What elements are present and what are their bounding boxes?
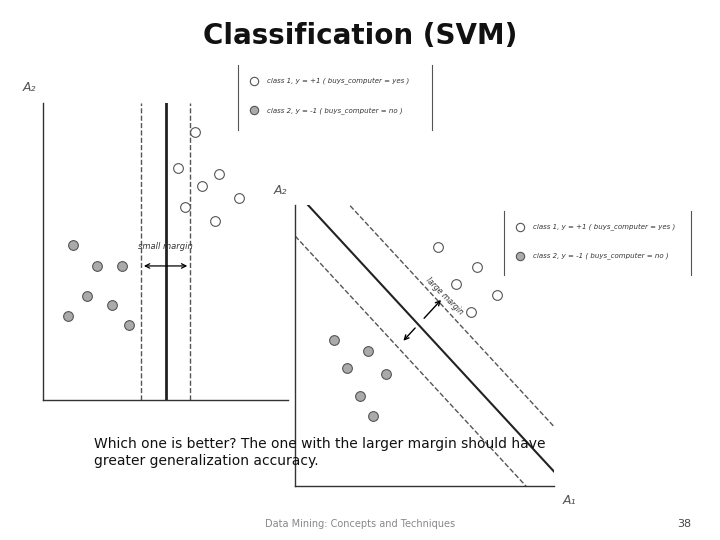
Text: A₂: A₂ xyxy=(274,184,287,197)
Text: 38: 38 xyxy=(677,519,691,529)
Text: A₁: A₁ xyxy=(295,408,309,422)
Text: Which one is better? The one with the larger margin should have
greater generali: Which one is better? The one with the la… xyxy=(94,437,545,468)
Text: class 1, y = +1 ( buys_computer = yes ): class 1, y = +1 ( buys_computer = yes ) xyxy=(533,224,675,230)
Text: class 2, y = -1 ( buys_computer = no ): class 2, y = -1 ( buys_computer = no ) xyxy=(267,107,403,113)
Text: A₁: A₁ xyxy=(562,495,576,508)
Text: Data Mining: Concepts and Techniques: Data Mining: Concepts and Techniques xyxy=(265,519,455,529)
Text: Classification (SVM): Classification (SVM) xyxy=(203,22,517,50)
Text: large margin: large margin xyxy=(423,275,464,316)
Text: class 1, y = +1 ( buys_computer = yes ): class 1, y = +1 ( buys_computer = yes ) xyxy=(267,78,410,84)
Text: A₂: A₂ xyxy=(22,80,36,93)
Text: small margin: small margin xyxy=(138,242,193,251)
Text: class 2, y = -1 ( buys_computer = no ): class 2, y = -1 ( buys_computer = no ) xyxy=(533,253,668,259)
